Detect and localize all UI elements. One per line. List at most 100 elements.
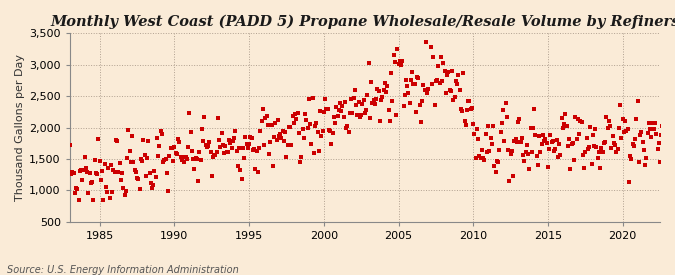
Point — [174, 140, 185, 144]
Point — [173, 137, 184, 142]
Point — [67, 169, 78, 174]
Point — [142, 155, 153, 160]
Point — [205, 150, 216, 154]
Point — [130, 170, 141, 174]
Point — [180, 155, 191, 159]
Point — [413, 76, 424, 80]
Point — [458, 71, 468, 76]
Point — [393, 62, 404, 66]
Point — [611, 150, 622, 155]
Point — [132, 176, 142, 180]
Point — [444, 88, 455, 92]
Point — [215, 145, 226, 149]
Point — [533, 163, 543, 167]
Point — [525, 126, 536, 131]
Point — [189, 167, 200, 171]
Point — [642, 131, 653, 135]
Point — [585, 125, 595, 129]
Point — [171, 152, 182, 156]
Point — [124, 148, 135, 153]
Point — [260, 116, 271, 120]
Point — [649, 127, 659, 131]
Point — [443, 70, 454, 75]
Point — [366, 80, 377, 84]
Point — [178, 155, 188, 159]
Point — [645, 127, 655, 132]
Point — [202, 144, 213, 148]
Point — [438, 61, 449, 65]
Point — [232, 149, 242, 153]
Point — [304, 122, 315, 126]
Point — [332, 114, 343, 118]
Point — [617, 117, 628, 121]
Point — [140, 174, 151, 178]
Point — [534, 134, 545, 138]
Point — [624, 180, 634, 184]
Point — [133, 177, 144, 181]
Point — [456, 107, 466, 111]
Point — [214, 138, 225, 142]
Point — [394, 59, 405, 64]
Point — [195, 158, 206, 162]
Point — [296, 155, 307, 160]
Point — [235, 167, 246, 172]
Point — [481, 131, 491, 136]
Point — [112, 138, 123, 143]
Point — [269, 134, 279, 139]
Point — [375, 119, 385, 123]
Point — [447, 69, 458, 73]
Point — [618, 130, 629, 134]
Point — [416, 120, 427, 124]
Point — [276, 136, 287, 141]
Point — [537, 133, 548, 137]
Point — [331, 105, 342, 109]
Point — [208, 155, 219, 159]
Point — [240, 135, 251, 139]
Point — [389, 60, 400, 64]
Point — [586, 161, 597, 166]
Point — [559, 121, 570, 126]
Point — [200, 143, 211, 148]
Point — [279, 138, 290, 143]
Point — [186, 149, 197, 153]
Point — [103, 166, 114, 170]
Point — [500, 101, 511, 105]
Point — [101, 184, 111, 189]
Point — [626, 157, 637, 161]
Point — [459, 119, 470, 123]
Point — [327, 130, 338, 135]
Point — [146, 186, 157, 191]
Point — [74, 168, 85, 173]
Point — [119, 193, 130, 198]
Point — [540, 137, 551, 141]
Point — [621, 129, 632, 134]
Point — [310, 123, 321, 128]
Point — [73, 197, 84, 202]
Point — [504, 178, 515, 183]
Point — [521, 142, 532, 147]
Point — [515, 140, 526, 144]
Point — [82, 170, 92, 174]
Point — [236, 177, 247, 181]
Point — [600, 139, 611, 144]
Point — [259, 143, 269, 147]
Point — [307, 96, 318, 100]
Point — [114, 161, 125, 166]
Point — [608, 134, 618, 138]
Point — [622, 127, 633, 131]
Point — [602, 125, 613, 130]
Point — [508, 174, 518, 179]
Point — [242, 145, 253, 150]
Point — [398, 103, 409, 108]
Point — [354, 115, 365, 119]
Point — [419, 87, 430, 92]
Point — [575, 119, 586, 123]
Point — [369, 102, 380, 107]
Point — [484, 149, 495, 153]
Point — [520, 149, 531, 154]
Point — [488, 124, 499, 128]
Point — [248, 148, 259, 153]
Point — [71, 185, 82, 190]
Point — [77, 178, 88, 182]
Point — [475, 156, 486, 160]
